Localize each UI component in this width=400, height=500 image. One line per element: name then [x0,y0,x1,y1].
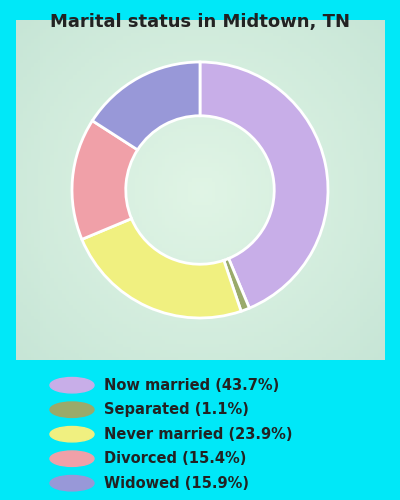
Text: Now married (43.7%): Now married (43.7%) [104,378,279,392]
Wedge shape [92,62,200,150]
Text: Never married (23.9%): Never married (23.9%) [104,426,292,442]
Text: Separated (1.1%): Separated (1.1%) [104,402,249,417]
Text: Marital status in Midtown, TN: Marital status in Midtown, TN [50,13,350,31]
Wedge shape [82,218,241,318]
Text: Divorced (15.4%): Divorced (15.4%) [104,451,246,466]
Text: Widowed (15.9%): Widowed (15.9%) [104,476,249,490]
Wedge shape [200,62,328,308]
Circle shape [50,451,94,466]
Wedge shape [224,258,249,311]
Circle shape [50,426,94,442]
Circle shape [50,378,94,393]
Circle shape [50,402,94,417]
Wedge shape [72,120,138,240]
Circle shape [50,476,94,491]
